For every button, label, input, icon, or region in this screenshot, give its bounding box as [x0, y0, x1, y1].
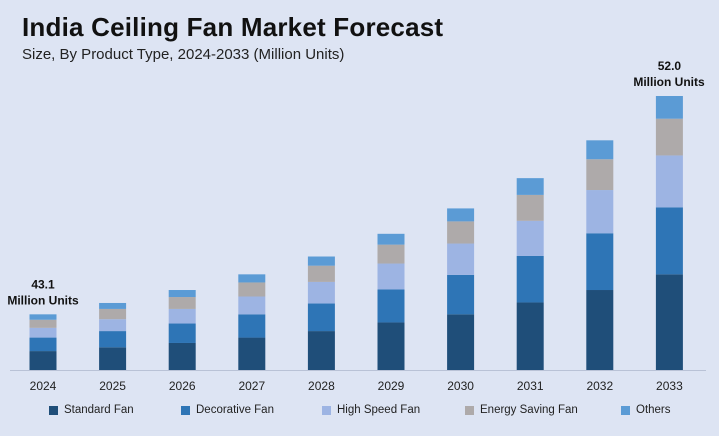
legend-swatch: [181, 405, 190, 415]
bar-segment-standard-fan-2032: [586, 290, 614, 370]
x-tick-label-2031: 2031: [517, 379, 544, 393]
bar-segment-decorative-fan-2025: [99, 331, 127, 348]
x-tick-label-2025: 2025: [99, 379, 126, 393]
bar-segment-others-2028: [307, 256, 335, 266]
bar-segment-energy-saving-fan-2033: [655, 118, 683, 156]
bar-segment-decorative-fan-2033: [655, 207, 683, 275]
bar-segment-decorative-fan-2032: [586, 233, 614, 291]
x-tick-label-2028: 2028: [308, 379, 335, 393]
bar-segment-decorative-fan-2031: [516, 255, 544, 303]
bar-segment-decorative-fan-2024: [29, 337, 57, 352]
bar-segment-standard-fan-2024: [29, 351, 57, 370]
bar-segment-energy-saving-fan-2027: [238, 282, 266, 297]
bar-segment-high-speed-fan-2024: [29, 327, 57, 338]
bar-segment-energy-saving-fan-2024: [29, 319, 57, 328]
stacked-bar-chart: 2024 2025 2026 2027 2028 2029 2030 2031 2032 2033…: [7, 59, 706, 393]
bar-segment-others-2032: [586, 140, 614, 160]
chart-legend: Standard Fan Decorative Fan High Speed Fan…: [0, 404, 719, 422]
bar-segment-energy-saving-fan-2029: [377, 244, 405, 264]
bar-segment-high-speed-fan-2033: [655, 155, 683, 208]
legend-swatch: [465, 405, 474, 415]
bar-segment-standard-fan-2026: [168, 342, 196, 370]
legend-item-decorative-fan: Decorative Fan: [181, 404, 274, 416]
chart-subtitle: Size, By Product Type, 2024-2033 (Millio…: [22, 46, 345, 63]
bar-segment-standard-fan-2029: [377, 322, 405, 370]
bar-segment-decorative-fan-2027: [238, 314, 266, 338]
x-tick-label-2033: 2033: [656, 379, 683, 393]
bar-segment-high-speed-fan-2030: [447, 243, 475, 275]
bar-segment-others-2026: [168, 290, 196, 298]
bar-segment-energy-saving-fan-2025: [99, 308, 127, 320]
legend-item-standard-fan: Standard Fan: [49, 404, 134, 416]
bar-segment-energy-saving-fan-2031: [516, 194, 544, 221]
bar-segment-others-2024: [29, 314, 57, 320]
bar-segment-others-2031: [516, 178, 544, 195]
legend-swatch: [322, 405, 331, 415]
bar-segment-decorative-fan-2026: [168, 323, 196, 343]
legend-item-energy-saving-fan: Energy Saving Fan: [465, 404, 578, 416]
bar-segment-others-2025: [99, 302, 127, 309]
bar-segment-high-speed-fan-2027: [238, 296, 266, 315]
bar-segment-high-speed-fan-2025: [99, 319, 127, 332]
legend-item-high-speed-fan: High Speed Fan: [322, 404, 420, 416]
bar-segment-standard-fan-2030: [447, 314, 475, 370]
bar-segment-high-speed-fan-2029: [377, 263, 405, 290]
annotation-value-2033: 52.0: [658, 59, 682, 73]
bar-segment-energy-saving-fan-2030: [447, 221, 475, 244]
bar-segment-high-speed-fan-2032: [586, 190, 614, 234]
x-tick-label-2029: 2029: [378, 379, 405, 393]
x-tick-label-2030: 2030: [447, 379, 474, 393]
annotation-value-2024: 43.1: [31, 277, 55, 291]
legend-swatch: [49, 405, 58, 415]
bar-segment-standard-fan-2025: [99, 347, 127, 370]
legend-label: Decorative Fan: [196, 404, 274, 416]
bar-segment-energy-saving-fan-2028: [307, 265, 335, 282]
annotation-unit-2033: Million Units: [633, 75, 705, 89]
legend-item-others: Others: [621, 404, 671, 416]
legend-label: Energy Saving Fan: [480, 404, 578, 416]
bar-segment-decorative-fan-2029: [377, 289, 405, 323]
bar-segment-standard-fan-2028: [307, 331, 335, 370]
x-tick-label-2032: 2032: [586, 379, 613, 393]
legend-label: Others: [636, 404, 671, 416]
x-tick-label-2027: 2027: [238, 379, 265, 393]
bar-segment-others-2030: [447, 208, 475, 222]
annotation-unit-2024: Million Units: [7, 293, 79, 307]
bar-segment-standard-fan-2033: [655, 274, 683, 370]
bar-segment-others-2033: [655, 96, 683, 119]
legend-swatch: [621, 405, 630, 415]
legend-label: High Speed Fan: [337, 404, 421, 416]
bar-segment-standard-fan-2027: [238, 337, 266, 370]
bar-segment-high-speed-fan-2026: [168, 308, 196, 324]
bar-segment-others-2029: [377, 233, 405, 245]
bar-segment-decorative-fan-2030: [447, 274, 475, 315]
bar-segment-others-2027: [238, 274, 266, 283]
x-tick-label-2024: 2024: [30, 379, 57, 393]
bar-segment-standard-fan-2031: [516, 302, 544, 370]
bar-segment-energy-saving-fan-2032: [586, 159, 614, 191]
bar-segment-high-speed-fan-2028: [307, 281, 335, 304]
chart-title: India Ceiling Fan Market Forecast: [22, 12, 444, 42]
bar-segment-decorative-fan-2028: [307, 303, 335, 332]
bar-segment-energy-saving-fan-2026: [168, 297, 196, 309]
legend-label: Standard Fan: [64, 404, 134, 416]
x-tick-label-2026: 2026: [169, 379, 196, 393]
bar-segment-high-speed-fan-2031: [516, 220, 544, 256]
